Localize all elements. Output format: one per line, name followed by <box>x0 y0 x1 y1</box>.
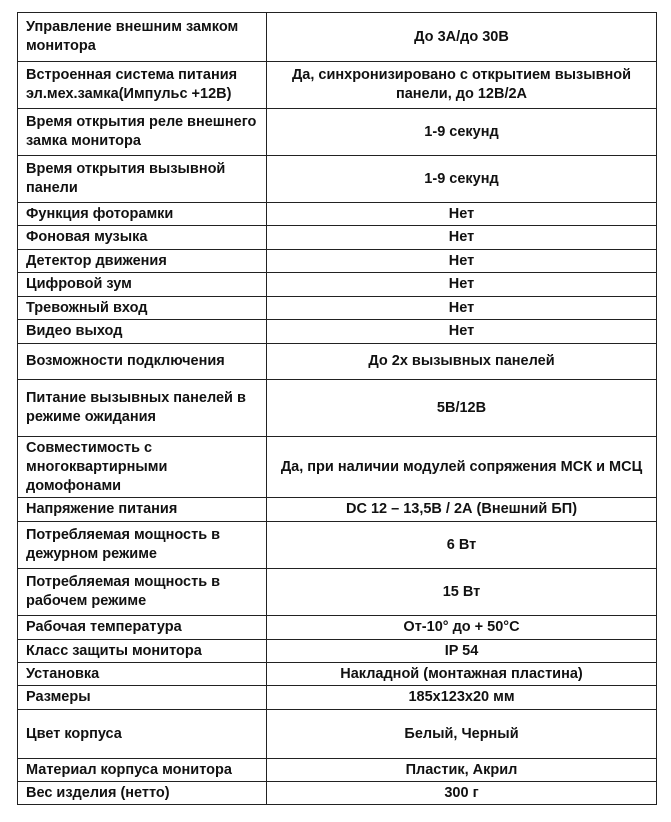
spec-value: 15 Вт <box>266 568 657 616</box>
spec-name: Встроенная система питания эл.мех.замка(… <box>17 61 267 109</box>
spec-name: Материал корпуса монитора <box>17 758 267 782</box>
spec-name: Управление внешним замком монитора <box>17 12 267 62</box>
spec-row: Размеры 185x123x20 мм <box>17 685 657 710</box>
spec-row: Потребляемая мощность в рабочем режиме 15… <box>17 568 657 616</box>
spec-value: Накладной (монтажная пластина) <box>266 662 657 686</box>
spec-row: Время открытия реле внешнего замка монит… <box>17 108 657 156</box>
spec-table: Управление внешним замком монитора До 3А/… <box>17 12 657 805</box>
spec-row: Совместимость с многоквартирными домофон… <box>17 436 657 498</box>
spec-row: Функция фоторамки Нет <box>17 202 657 226</box>
spec-value: От-10° до + 50°С <box>266 615 657 640</box>
spec-name: Класс защиты монитора <box>17 639 267 663</box>
spec-row: Цифровой зум Нет <box>17 272 657 297</box>
spec-name: Совместимость с многоквартирными домофон… <box>17 436 267 498</box>
spec-value: IP 54 <box>266 639 657 663</box>
spec-value: Пластик, Акрил <box>266 758 657 782</box>
spec-value: Да, при наличии модулей сопряжения МСК и… <box>266 436 657 498</box>
spec-name: Потребляемая мощность в дежурном режиме <box>17 521 267 569</box>
spec-name: Напряжение питания <box>17 497 267 522</box>
spec-value: Нет <box>266 319 657 344</box>
spec-value: До 2х вызывных панелей <box>266 343 657 380</box>
spec-row: Встроенная система питания эл.мех.замка(… <box>17 61 657 109</box>
spec-value: Нет <box>266 272 657 297</box>
spec-name: Функция фоторамки <box>17 202 267 226</box>
spec-row: Детектор движения Нет <box>17 249 657 273</box>
spec-row: Возможности подключения До 2х вызывных па… <box>17 343 657 380</box>
spec-name: Вес изделия (нетто) <box>17 781 267 805</box>
spec-row: Время открытия вызывной панели 1-9 секунд <box>17 155 657 203</box>
spec-name: Питание вызывных панелей в режиме ожидан… <box>17 379 267 437</box>
spec-value: 185x123x20 мм <box>266 685 657 710</box>
spec-value: Нет <box>266 225 657 250</box>
spec-name: Цвет корпуса <box>17 709 267 759</box>
spec-row: Потребляемая мощность в дежурном режиме 6… <box>17 521 657 569</box>
spec-name: Потребляемая мощность в рабочем режиме <box>17 568 267 616</box>
spec-name: Возможности подключения <box>17 343 267 380</box>
spec-row: Фоновая музыка Нет <box>17 225 657 250</box>
spec-name: Цифровой зум <box>17 272 267 297</box>
spec-value: Нет <box>266 296 657 320</box>
spec-value: Нет <box>266 249 657 273</box>
spec-row: Вес изделия (нетто) 300 г <box>17 781 657 805</box>
spec-name: Размеры <box>17 685 267 710</box>
spec-value: DC 12 – 13,5В / 2А (Внешний БП) <box>266 497 657 522</box>
spec-name: Тревожный вход <box>17 296 267 320</box>
spec-value: 1-9 секунд <box>266 108 657 156</box>
spec-name: Время открытия реле внешнего замка монит… <box>17 108 267 156</box>
spec-value: Белый, Черный <box>266 709 657 759</box>
spec-row: Установка Накладной (монтажная пластина) <box>17 662 657 686</box>
spec-name: Фоновая музыка <box>17 225 267 250</box>
spec-value: 1-9 секунд <box>266 155 657 203</box>
spec-row: Питание вызывных панелей в режиме ожидан… <box>17 379 657 437</box>
spec-row: Тревожный вход Нет <box>17 296 657 320</box>
spec-name: Рабочая температура <box>17 615 267 640</box>
spec-value: 300 г <box>266 781 657 805</box>
spec-value: Нет <box>266 202 657 226</box>
spec-value: 5В/12В <box>266 379 657 437</box>
spec-name: Установка <box>17 662 267 686</box>
spec-value: Да, синхронизировано с открытием вызывно… <box>266 61 657 109</box>
spec-row: Управление внешним замком монитора До 3А/… <box>17 12 657 62</box>
spec-row: Рабочая температура От-10° до + 50°С <box>17 615 657 640</box>
spec-row: Видео выход Нет <box>17 319 657 344</box>
spec-name: Время открытия вызывной панели <box>17 155 267 203</box>
spec-value: До 3А/до 30В <box>266 12 657 62</box>
spec-row: Напряжение питания DC 12 – 13,5В / 2А (Вн… <box>17 497 657 522</box>
spec-value: 6 Вт <box>266 521 657 569</box>
spec-row: Класс защиты монитора IP 54 <box>17 639 657 663</box>
spec-name: Детектор движения <box>17 249 267 273</box>
spec-name: Видео выход <box>17 319 267 344</box>
spec-row: Цвет корпуса Белый, Черный <box>17 709 657 759</box>
spec-row: Материал корпуса монитора Пластик, Акрил <box>17 758 657 782</box>
